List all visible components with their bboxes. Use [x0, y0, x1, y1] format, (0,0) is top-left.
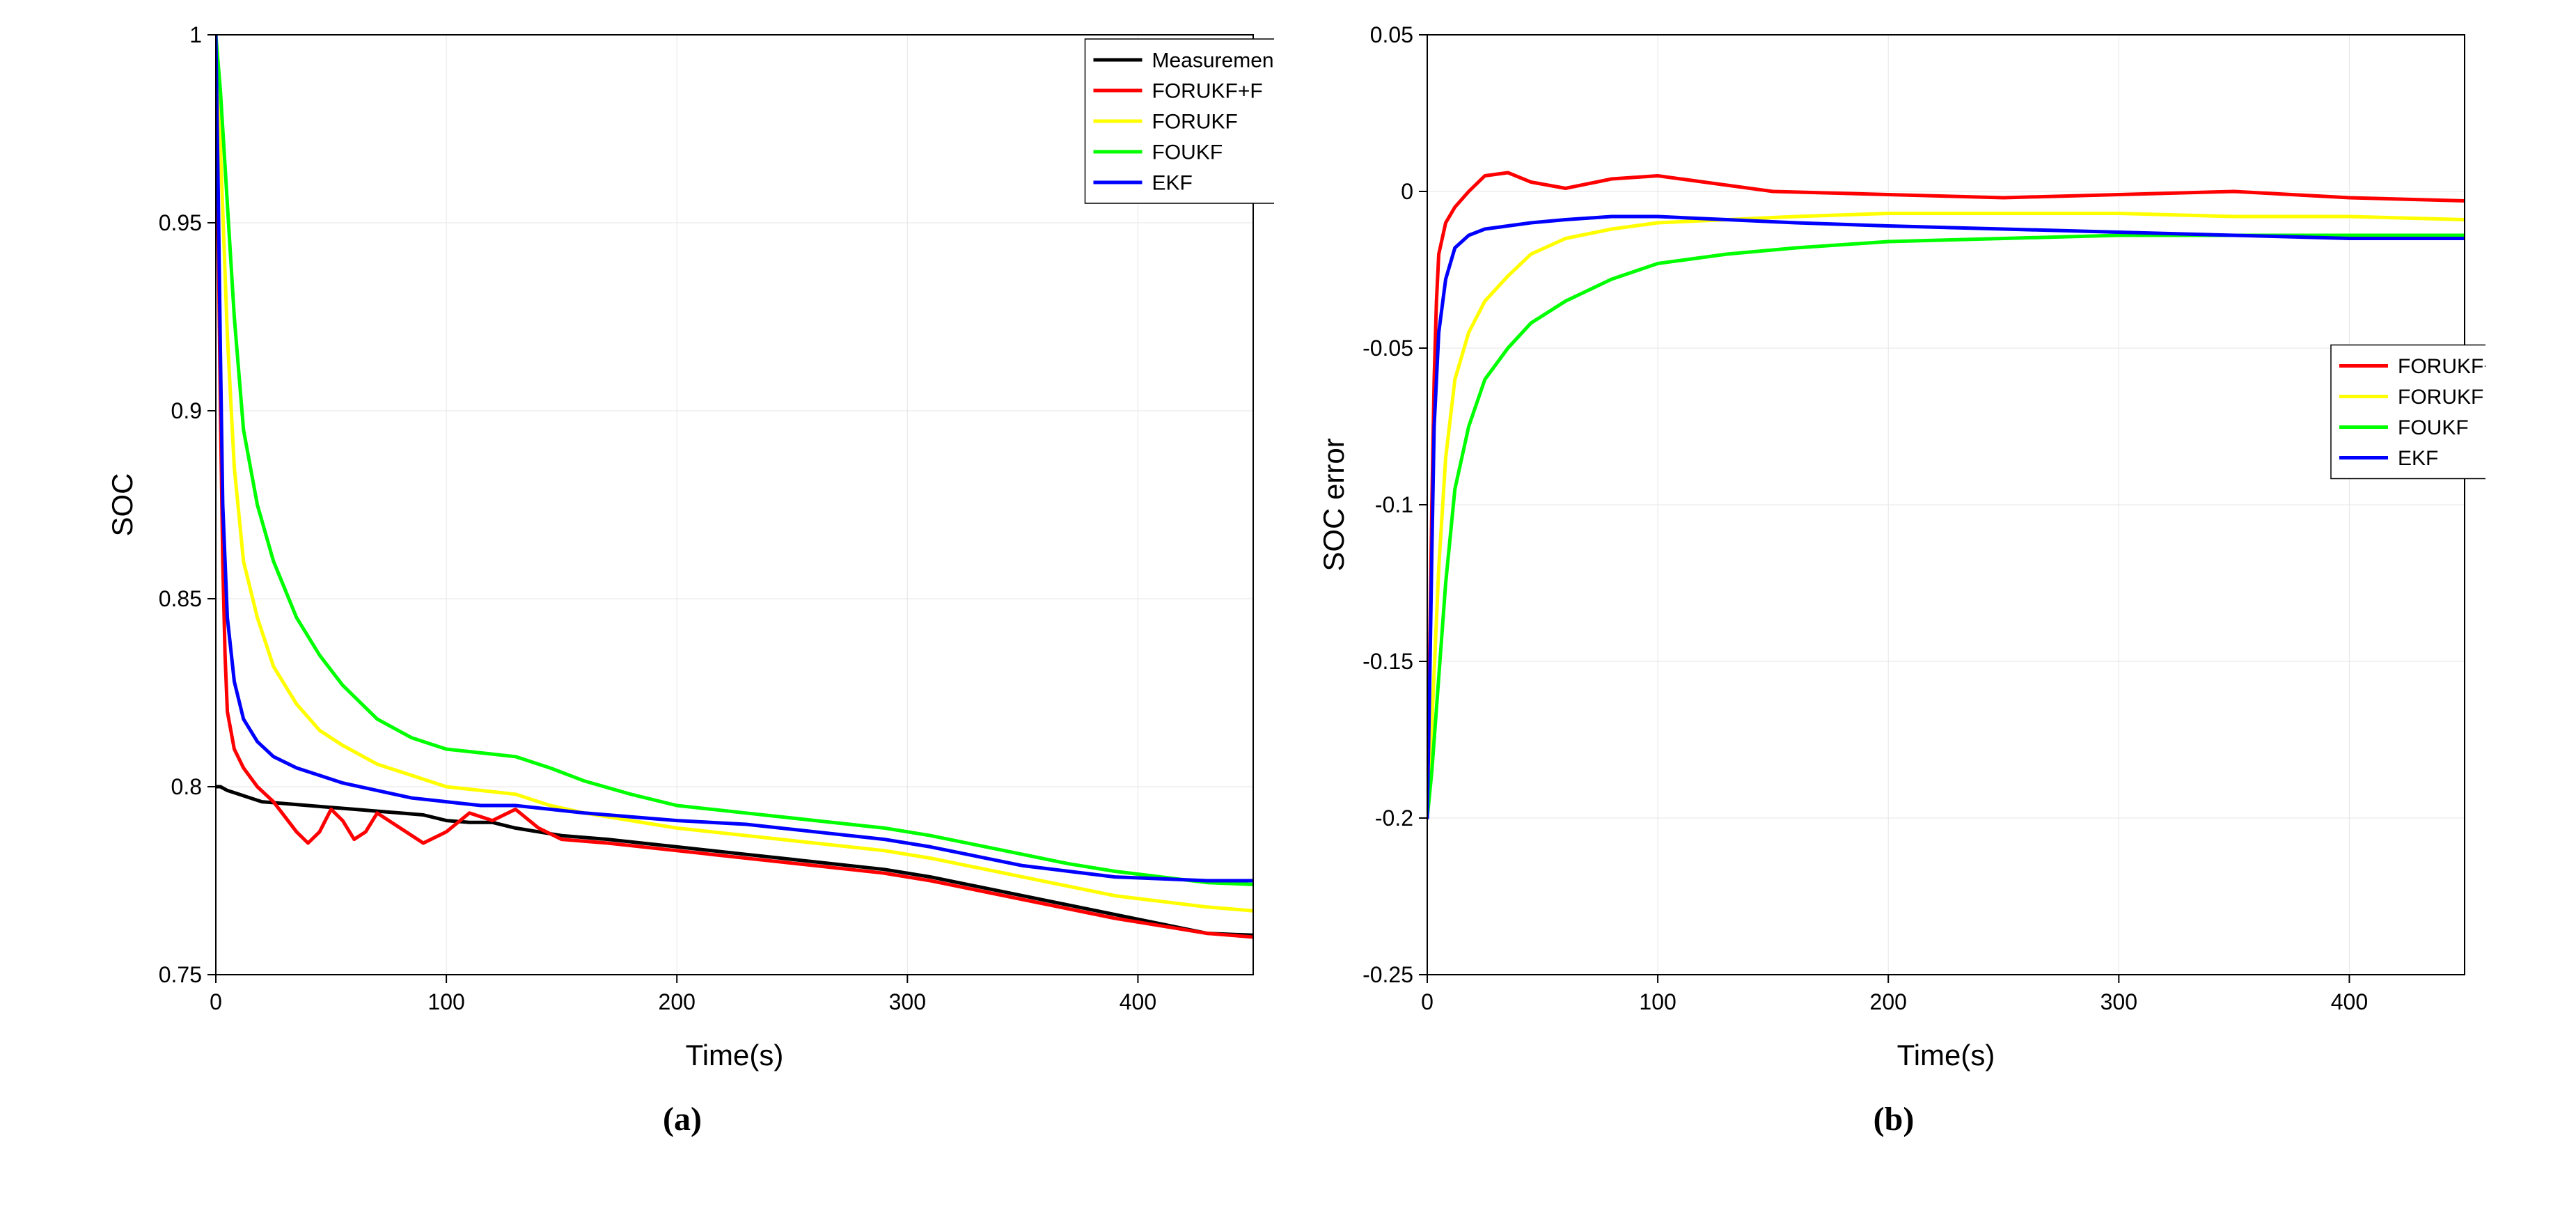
svg-text:0: 0 [1401, 179, 1413, 204]
svg-text:FOUKF: FOUKF [2398, 416, 2469, 439]
panel-b-sublabel: (b) [1874, 1100, 1915, 1138]
panel-a-sublabel: (a) [663, 1100, 702, 1138]
svg-text:100: 100 [427, 989, 464, 1014]
chart-b-wrap: 0 100 200 300 400 -0.25 -0.2 -0.15 -0.1 -0.05 0 0.0… [1302, 14, 2485, 1093]
svg-text:-0.1: -0.1 [1375, 492, 1413, 517]
svg-text:-0.25: -0.25 [1362, 962, 1413, 987]
svg-text:200: 200 [659, 989, 696, 1014]
svg-text:Measurement: Measurement [1152, 49, 1275, 72]
panel-b: 0 100 200 300 400 -0.25 -0.2 -0.15 -0.1 -0.05 0 0.0… [1302, 14, 2485, 1138]
svg-text:FOUKF: FOUKF [1152, 141, 1223, 164]
svg-text:0: 0 [210, 989, 222, 1014]
svg-text:FORUKF: FORUKF [1152, 111, 1238, 134]
svg-text:1: 1 [189, 22, 202, 47]
svg-text:0.8: 0.8 [171, 774, 202, 799]
svg-text:400: 400 [2331, 989, 2368, 1014]
svg-text:SOC: SOC [106, 473, 139, 536]
svg-text:-0.2: -0.2 [1375, 806, 1413, 831]
svg-text:300: 300 [2100, 989, 2137, 1014]
svg-text:0: 0 [1421, 989, 1434, 1014]
svg-text:100: 100 [1639, 989, 1676, 1014]
svg-text:0.75: 0.75 [159, 962, 202, 987]
chart-a-svg: 0 100 200 300 400 0.75 0.8 0.85 0.9 0.95 1 Time(s) S… [91, 14, 1274, 1093]
svg-text:-0.15: -0.15 [1362, 649, 1413, 674]
svg-text:0.95: 0.95 [159, 210, 202, 235]
svg-text:FORUKF: FORUKF [2398, 386, 2483, 409]
svg-text:400: 400 [1120, 989, 1156, 1014]
svg-text:FORUKF+F: FORUKF+F [1152, 80, 1263, 103]
svg-text:EKF: EKF [2398, 447, 2438, 470]
svg-text:FORUKF+F: FORUKF+F [2398, 355, 2485, 378]
svg-text:200: 200 [1870, 989, 1907, 1014]
svg-text:Time(s): Time(s) [1897, 1039, 1995, 1071]
svg-text:0.05: 0.05 [1370, 22, 1413, 47]
svg-text:300: 300 [889, 989, 926, 1014]
svg-text:0.9: 0.9 [171, 398, 202, 423]
figure-container: 0 100 200 300 400 0.75 0.8 0.85 0.9 0.95 1 Time(s) S… [14, 14, 2562, 1138]
svg-text:-0.05: -0.05 [1362, 336, 1413, 361]
chart-b-svg: 0 100 200 300 400 -0.25 -0.2 -0.15 -0.1 -0.05 0 0.0… [1302, 14, 2485, 1093]
svg-text:Time(s): Time(s) [686, 1039, 784, 1071]
chart-a-wrap: 0 100 200 300 400 0.75 0.8 0.85 0.9 0.95 1 Time(s) S… [91, 14, 1274, 1093]
svg-text:0.85: 0.85 [159, 586, 202, 611]
panel-a: 0 100 200 300 400 0.75 0.8 0.85 0.9 0.95 1 Time(s) S… [91, 14, 1274, 1138]
svg-text:EKF: EKF [1152, 172, 1193, 195]
svg-text:SOC error: SOC error [1317, 438, 1350, 571]
